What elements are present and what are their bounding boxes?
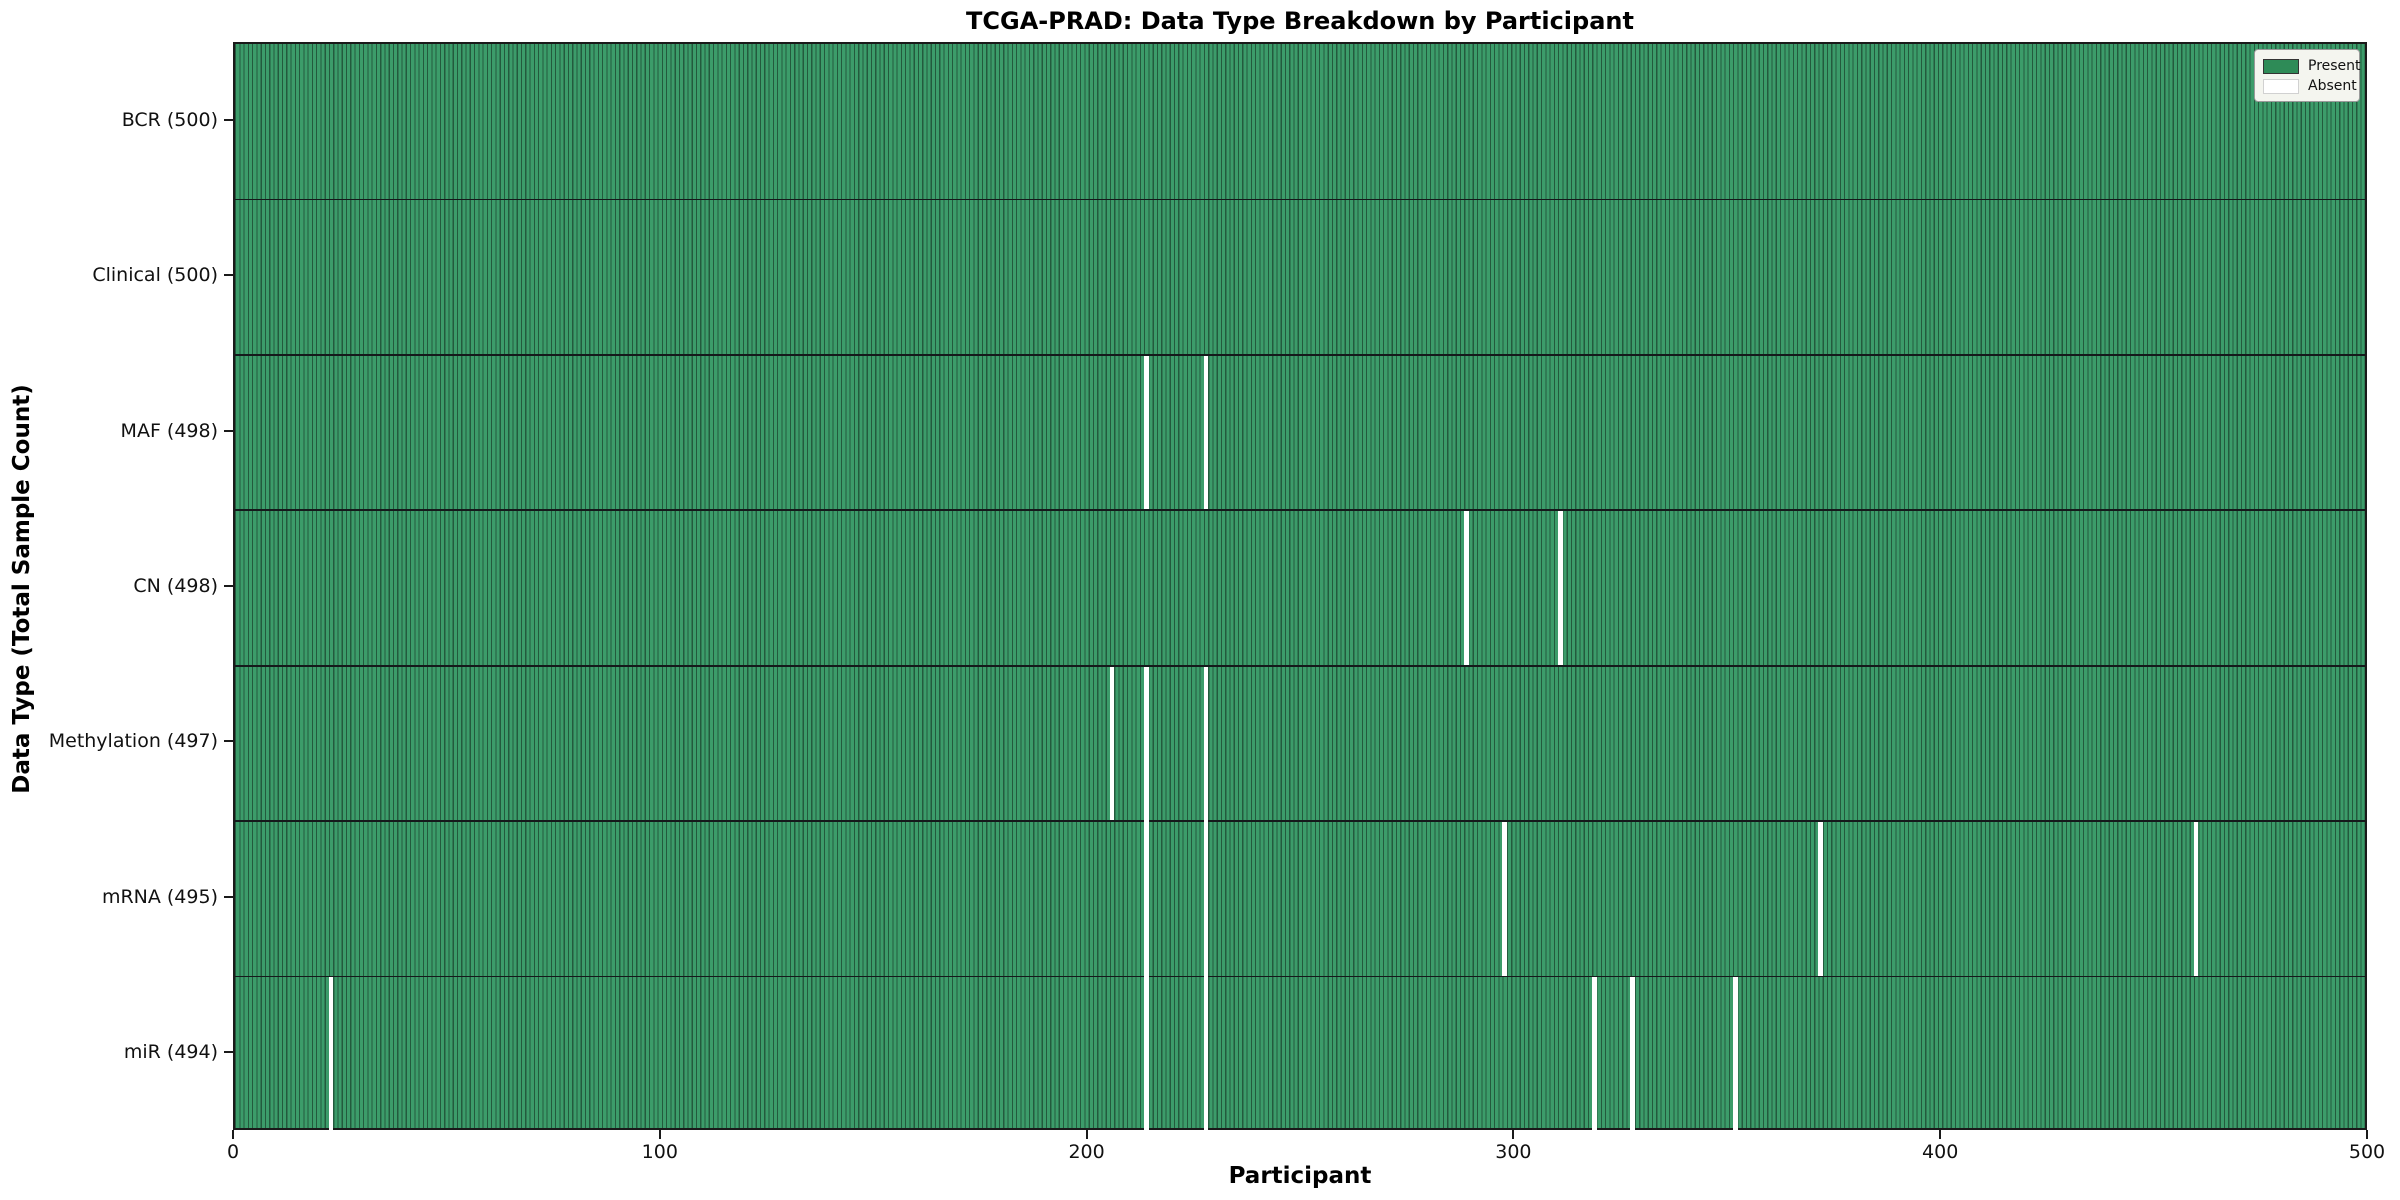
legend-swatch-present [2263, 58, 2299, 74]
absent-gap-MAF-227 [1203, 354, 1209, 511]
plot-area: Present Absent [233, 42, 2367, 1132]
absent-gap-miR-213 [1143, 976, 1149, 1132]
y-tick-mark [224, 895, 233, 898]
y-tick-label-CN: CN (498) [133, 575, 218, 597]
absent-gap-miR-227 [1203, 976, 1209, 1132]
separator-hole [1203, 975, 1209, 978]
row-separator [235, 198, 2365, 201]
x-tick-mark [658, 1130, 661, 1139]
absent-gap-mRNA-371 [1818, 821, 1823, 977]
absent-gap-mRNA-297 [1502, 821, 1508, 977]
row-separator [235, 664, 2365, 667]
absent-gap-CN-288 [1463, 510, 1469, 666]
absent-gap-miR-351 [1732, 976, 1738, 1132]
absent-gap-mRNA-459 [2193, 821, 2199, 977]
legend-label-present: Present [2308, 58, 2361, 74]
x-tick-mark [1939, 1130, 1942, 1139]
legend-entry-absent: Absent [2263, 76, 2357, 96]
y-tick-label-Methylation: Methylation (497) [48, 730, 218, 753]
y-tick-mark [224, 740, 233, 743]
y-tick-mark [224, 585, 233, 587]
x-tick-mark [2366, 1130, 2368, 1139]
legend-label-absent: Absent [2308, 78, 2357, 94]
x-tick-label-300: 300 [1495, 1141, 1532, 1163]
absent-gap-miR-318 [1592, 976, 1597, 1132]
x-tick-label-200: 200 [1068, 1141, 1105, 1163]
legend: Present Absent [2254, 49, 2361, 102]
y-tick-label-BCR: BCR (500) [121, 108, 218, 131]
separator-hole [1143, 819, 1149, 823]
separator-hole [1143, 975, 1149, 978]
legend-swatch-absent [2263, 78, 2299, 94]
y-tick-mark [224, 118, 233, 121]
absent-gap-miR-327 [1630, 976, 1636, 1132]
x-axis-label: Participant [1228, 1163, 1372, 1189]
absent-gap-CN-310 [1557, 510, 1563, 666]
y-tick-label-miR: miR (494) [123, 1041, 218, 1064]
separator-hole [1203, 819, 1209, 823]
row-separator [235, 820, 2365, 823]
x-tick-label-100: 100 [641, 1141, 678, 1163]
chart-title: TCGA-PRAD: Data Type Breakdown by Partic… [966, 7, 1634, 35]
absent-gap-mRNA-213 [1143, 821, 1149, 977]
y-tick-label-mRNA: mRNA (495) [101, 885, 218, 908]
x-tick-label-500: 500 [2348, 1141, 2386, 1163]
absent-gap-Methylation-213 [1143, 665, 1149, 822]
y-tick-mark [224, 1051, 233, 1054]
row-separator [235, 353, 2365, 356]
y-tick-label-MAF: MAF (498) [120, 419, 218, 442]
legend-entry-present: Present [2263, 56, 2361, 76]
y-tick-mark [224, 429, 233, 432]
x-tick-mark [1085, 1130, 1088, 1139]
absent-gap-Methylation-205 [1109, 665, 1115, 822]
row-separator [235, 975, 2365, 978]
x-tick-mark [1512, 1130, 1515, 1139]
absent-gap-mRNA-227 [1203, 821, 1209, 977]
x-tick-mark [232, 1130, 234, 1139]
row-separator [235, 509, 2365, 512]
absent-gap-Methylation-227 [1203, 665, 1209, 822]
absent-gap-miR-22 [328, 976, 334, 1132]
x-tick-label-0: 0 [226, 1141, 240, 1163]
absent-gap-MAF-213 [1143, 354, 1149, 511]
y-tick-mark [224, 274, 233, 277]
x-tick-label-400: 400 [1922, 1141, 1959, 1163]
y-tick-label-Clinical: Clinical (500) [92, 264, 218, 287]
